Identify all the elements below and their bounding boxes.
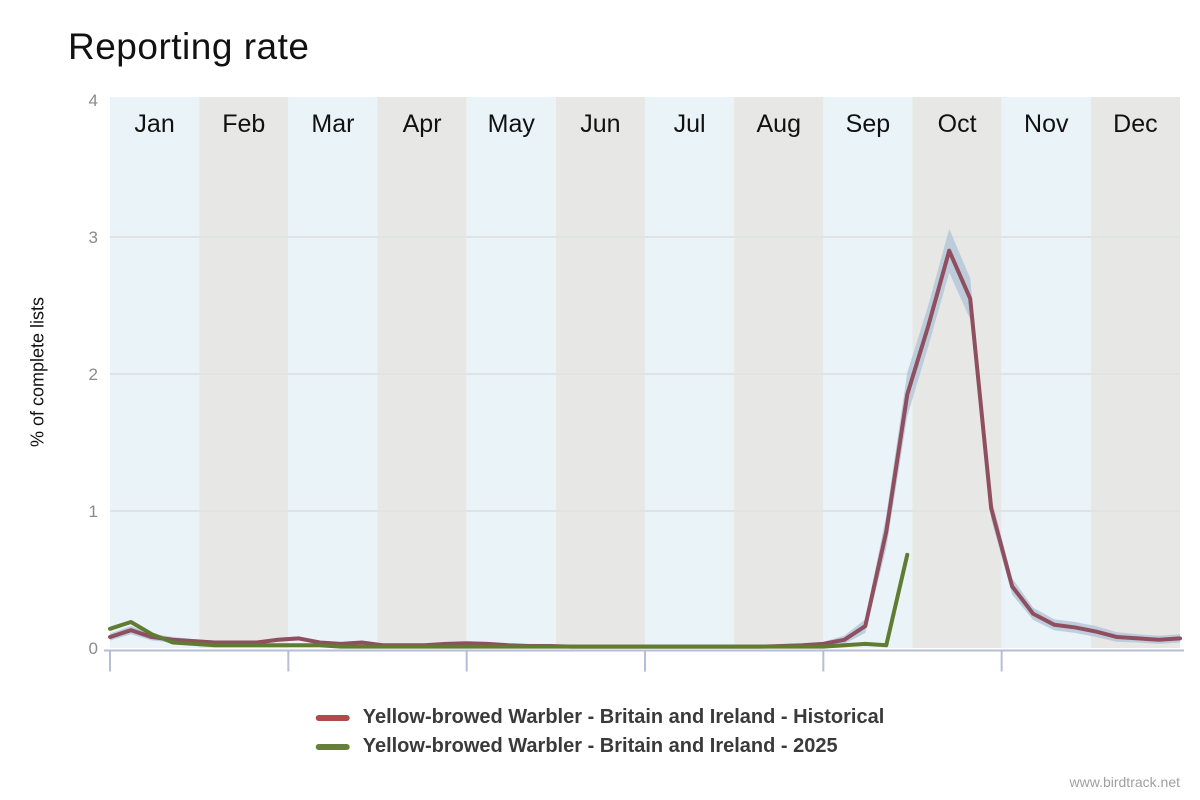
legend-label-historical: Yellow-browed Warbler - Britain and Irel…	[362, 706, 885, 728]
svg-text:Oct: Oct	[938, 110, 977, 138]
svg-text:May: May	[488, 110, 536, 138]
legend-row-2025: Yellow-browed Warbler - Britain and Irel…	[315, 735, 885, 758]
current-year-2025-line	[108, 552, 910, 649]
svg-text:Sep: Sep	[846, 110, 890, 138]
month-labels: Jan Feb Mar Apr May Jun Jul Aug Sep Oct Nov Dec	[134, 110, 1157, 138]
legend-swatch-2025	[315, 743, 350, 750]
svg-text:Apr: Apr	[403, 110, 442, 138]
legend-label-2025: Yellow-browed Warbler - Britain and Irel…	[362, 735, 838, 757]
chart-title: Reporting rate	[68, 26, 310, 67]
chart-legend: Yellow-browed Warbler - Britain and Irel…	[315, 706, 885, 758]
svg-text:Feb: Feb	[222, 110, 265, 138]
svg-text:Mar: Mar	[311, 110, 354, 138]
svg-text:Aug: Aug	[757, 110, 801, 138]
y-tick-labels: 0 1 2 3 4	[89, 91, 98, 658]
legend-row-historical: Yellow-browed Warbler - Britain and Irel…	[315, 706, 885, 729]
month-bands	[110, 97, 1180, 648]
watermark-birdtrack: www.birdtrack.net	[1069, 774, 1180, 790]
gridlines	[110, 236, 1180, 512]
svg-text:0: 0	[89, 639, 98, 658]
svg-text:Dec: Dec	[1113, 110, 1157, 138]
svg-text:Nov: Nov	[1024, 110, 1069, 138]
svg-text:Jun: Jun	[580, 110, 620, 138]
reporting-rate-chart: Jan Feb Mar Apr May Jun Jul Aug Sep Oct Nov Dec 0 1 2 3…	[89, 91, 1184, 672]
x-axis	[104, 649, 1184, 672]
svg-text:3: 3	[89, 228, 98, 247]
svg-text:1: 1	[89, 502, 98, 521]
svg-text:4: 4	[89, 91, 98, 110]
svg-text:2: 2	[89, 365, 98, 384]
svg-text:Jan: Jan	[134, 110, 174, 138]
svg-text:Jul: Jul	[674, 110, 706, 138]
legend-swatch-historical	[315, 714, 350, 721]
